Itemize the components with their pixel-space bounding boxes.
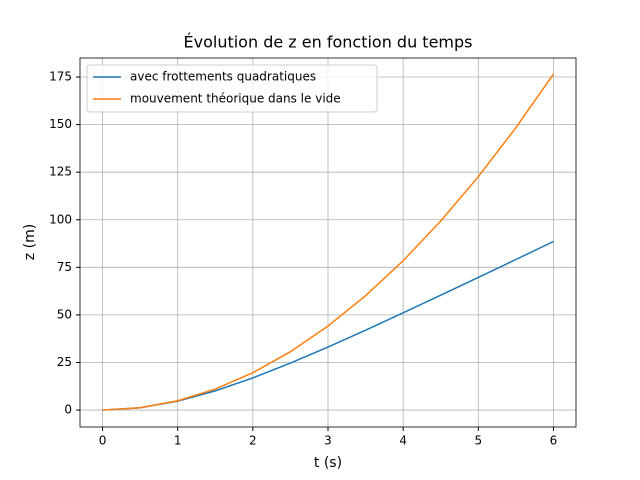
y-tick-label: 175: [49, 70, 72, 84]
x-tick-label: 3: [324, 434, 332, 448]
x-tick-label: 5: [474, 434, 482, 448]
y-tick-label: 100: [49, 212, 72, 226]
x-tick-label: 4: [399, 434, 407, 448]
y-tick-label: 150: [49, 117, 72, 131]
data-line: [102, 73, 555, 411]
legend-label: mouvement théorique dans le vide: [130, 92, 341, 106]
x-tick-label: 1: [174, 434, 182, 448]
x-tick-label: 2: [249, 434, 257, 448]
plot-frame: [79, 57, 577, 428]
y-tick-label: 0: [64, 403, 72, 417]
y-axis-label: z (m): [22, 224, 38, 260]
legend-label: avec frottements quadratiques: [130, 70, 316, 84]
chart-title: Évolution de z en fonction du temps: [184, 33, 473, 52]
y-tick-label: 125: [49, 165, 72, 179]
x-axis-label: t (s): [314, 455, 342, 471]
y-tick-label: 50: [57, 307, 72, 321]
y-tick-label: 25: [57, 355, 72, 369]
x-tick-label: 6: [550, 434, 558, 448]
legend: avec frottements quadratiques mouvement t…: [86, 64, 378, 113]
x-tick-label: 0: [99, 434, 107, 448]
y-tick-label: 75: [57, 260, 72, 274]
legend-box: [86, 64, 378, 113]
